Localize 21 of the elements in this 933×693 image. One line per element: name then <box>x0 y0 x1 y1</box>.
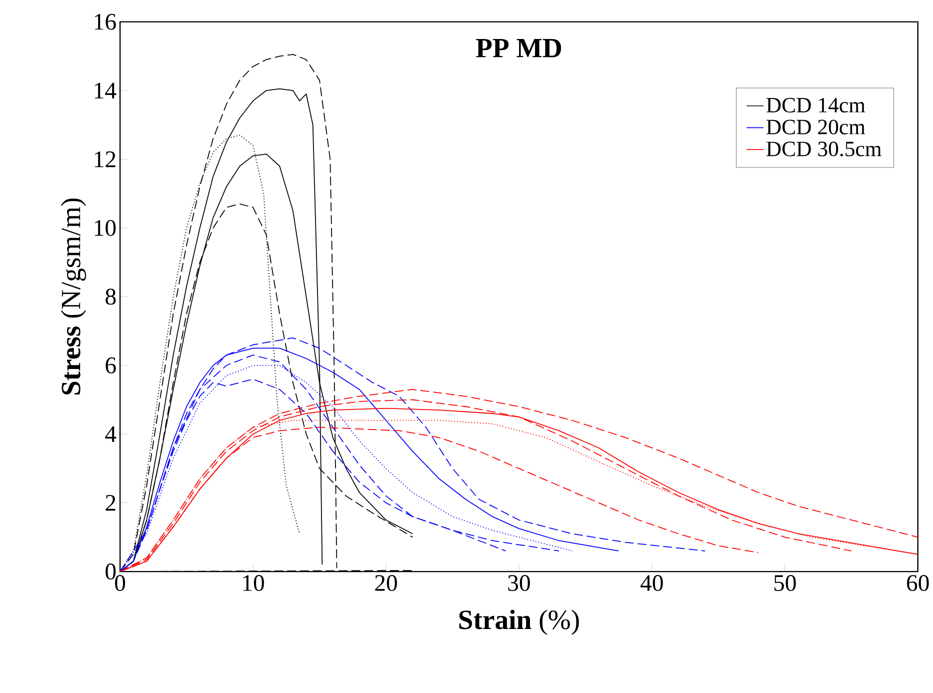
y-tick-label: 14 <box>94 82 116 99</box>
x-tick-label: 30 <box>508 575 530 592</box>
x-axis-title: Strain (%) <box>459 610 579 636</box>
x-tick-label: 10 <box>243 575 264 592</box>
chart-title: PP MD <box>476 39 562 58</box>
x-tick-label: 40 <box>640 575 663 592</box>
legend-label: DCD 14cm <box>766 98 866 113</box>
x-tick-label: 60 <box>907 575 929 592</box>
x-tick-label: 20 <box>375 575 397 592</box>
y-axis-title: Stress (N/gsm/m) <box>60 198 86 395</box>
x-tick-label: 50 <box>774 575 796 592</box>
y-tick-label: 10 <box>94 220 116 236</box>
y-tick-label: 0 <box>106 564 116 580</box>
y-tick-label: 16 <box>94 14 116 30</box>
y-tick-label: 4 <box>105 426 116 442</box>
y-tick-label: 8 <box>106 288 116 305</box>
y-tick-label: 2 <box>106 495 116 511</box>
y-tick-label: 6 <box>106 358 116 374</box>
y-tick-label: 12 <box>94 152 116 168</box>
legend-label: DCD 30.5cm <box>766 142 882 157</box>
legend-label: DCD 20cm <box>766 120 866 135</box>
